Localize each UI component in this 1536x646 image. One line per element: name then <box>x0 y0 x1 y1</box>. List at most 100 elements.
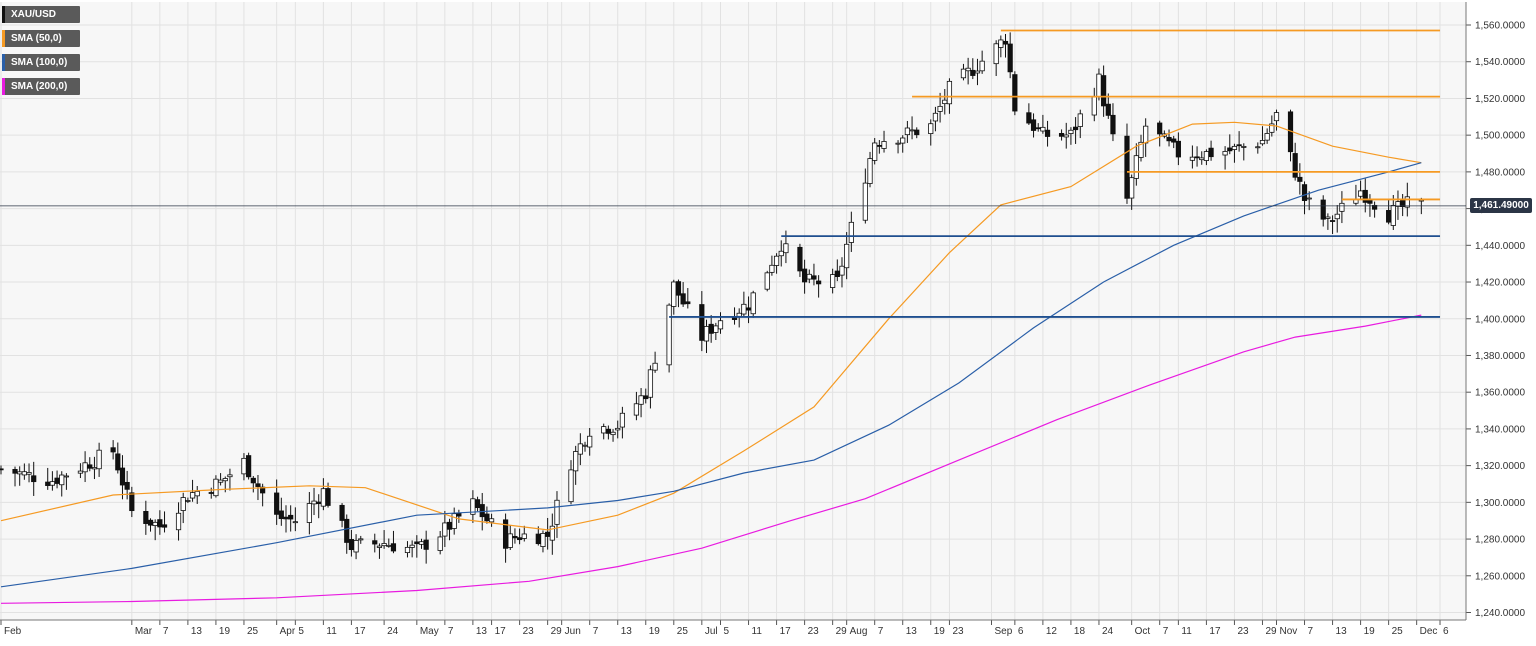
x-tick-label: 23 <box>808 626 820 637</box>
x-tick-label: 24 <box>1102 626 1114 637</box>
legend-item-sma200[interactable]: SMA (200,0) <box>2 78 80 95</box>
candle-up <box>152 521 158 527</box>
candle-down <box>45 481 51 486</box>
last-price-tag: 1,461.49000 <box>1470 198 1532 214</box>
candle-up <box>1269 123 1275 133</box>
candle-up <box>1203 151 1210 161</box>
candle-up <box>783 243 789 254</box>
legend-label: SMA (50,0) <box>11 33 62 44</box>
candle-down <box>1171 138 1177 143</box>
candle-up <box>1133 155 1139 179</box>
candle-up <box>292 521 298 524</box>
legend-label: SMA (100,0) <box>11 57 68 68</box>
candle-down <box>129 492 135 512</box>
candle-up <box>1040 126 1046 132</box>
x-tick-label: Mar <box>135 626 153 637</box>
candle-up <box>867 158 873 184</box>
candle-up <box>1306 197 1312 200</box>
legend-item-sma100[interactable]: SMA (100,0) <box>2 54 80 71</box>
candle-up <box>713 325 719 333</box>
candle-up <box>418 541 425 545</box>
candle-down <box>115 453 121 471</box>
candle-up <box>222 478 228 482</box>
candle-up <box>77 470 84 474</box>
candle-down <box>535 533 541 545</box>
candle-up <box>965 67 971 72</box>
x-tick-label: 11 <box>752 626 763 637</box>
candle-up <box>63 475 70 478</box>
candle-down <box>484 513 490 522</box>
candle-up <box>1231 145 1238 150</box>
x-tick-label: May <box>420 626 439 637</box>
candle-up <box>1222 151 1228 156</box>
candle-up <box>311 500 317 505</box>
candle-down <box>274 492 280 515</box>
y-tick-label: 1,340.0000 <box>1475 424 1525 435</box>
candle-down <box>288 514 294 520</box>
candle-down <box>124 481 130 490</box>
candle-up <box>960 68 967 79</box>
y-tick-label: 1,400.0000 <box>1475 314 1525 325</box>
candle-down <box>1372 204 1378 210</box>
sma-200-line <box>0 314 1422 604</box>
candle-down <box>1386 210 1392 223</box>
candle-down <box>316 501 322 505</box>
x-tick-label: 7 <box>163 626 169 637</box>
candle-down <box>348 539 355 551</box>
legend-item-xauusd[interactable]: XAU/USD <box>2 6 80 23</box>
candle-up <box>928 123 934 134</box>
candle-up <box>1138 141 1144 158</box>
candle-up <box>91 467 98 470</box>
y-tick-label: 1,500.0000 <box>1475 131 1525 142</box>
candle-down <box>1292 153 1298 178</box>
candle-up <box>554 499 560 525</box>
candle-up <box>507 533 513 548</box>
candle-up <box>769 264 775 273</box>
legend-label: SMA (200,0) <box>11 81 68 92</box>
candle-up <box>1357 190 1364 197</box>
x-tick-label: 25 <box>1392 626 1404 637</box>
candle-down <box>1012 74 1018 112</box>
candle-up <box>736 312 742 317</box>
candle-up <box>937 105 943 112</box>
candle-down <box>1329 220 1336 222</box>
x-tick-label: 24 <box>387 626 399 637</box>
candle-down <box>797 246 803 272</box>
candle-down <box>802 268 808 283</box>
legend-swatch <box>2 30 5 47</box>
candle-up <box>647 369 654 398</box>
candle-up <box>844 243 850 269</box>
candle-up <box>1091 96 1097 116</box>
candle-up <box>194 491 200 497</box>
candle-down <box>834 270 840 277</box>
candle-up <box>1264 133 1270 141</box>
candle-up <box>540 533 546 547</box>
candle-down <box>545 531 551 537</box>
candle-down <box>1227 147 1233 152</box>
y-tick-label: 1,380.0000 <box>1475 351 1525 362</box>
candle-up <box>175 512 182 531</box>
x-tick-label: Aug <box>850 626 868 637</box>
x-tick-label: 17 <box>495 626 507 637</box>
legend-item-sma50[interactable]: SMA (50,0) <box>2 30 80 47</box>
candle-up <box>601 426 607 434</box>
x-tick-label: 18 <box>1074 626 1086 637</box>
candle-up <box>577 443 583 455</box>
candle-up <box>549 525 555 541</box>
candle-down <box>12 469 18 474</box>
candle-up <box>778 250 784 257</box>
x-tick-label: Apr <box>280 626 296 637</box>
sma-50-line <box>0 121 1422 531</box>
candle-up <box>942 99 948 105</box>
x-tick-label: 23 <box>952 626 964 637</box>
candle-down <box>147 519 154 526</box>
candle-up <box>666 304 672 366</box>
candle-down <box>246 455 252 478</box>
candle-down <box>605 428 611 434</box>
candle-up <box>806 273 812 280</box>
x-tick-label: 19 <box>649 626 661 637</box>
x-tick-label: 25 <box>677 626 689 637</box>
y-tick-label: 1,540.0000 <box>1475 57 1525 68</box>
